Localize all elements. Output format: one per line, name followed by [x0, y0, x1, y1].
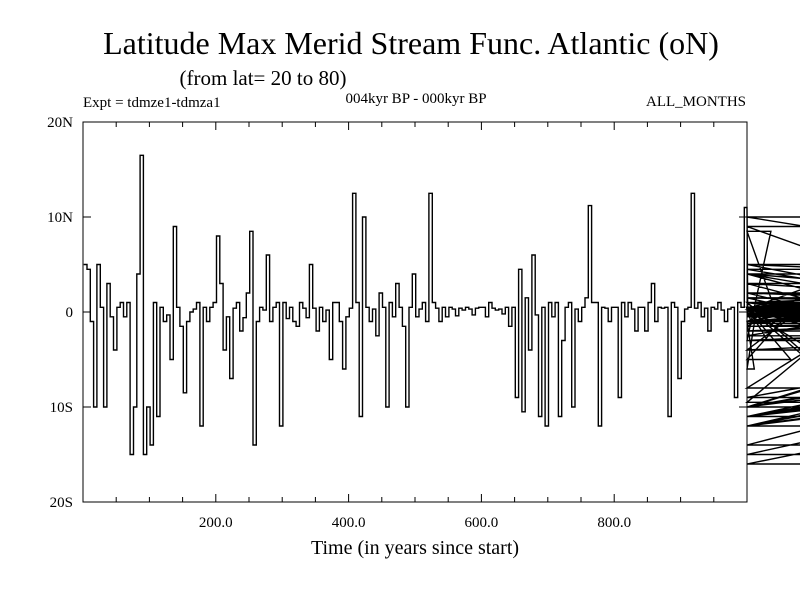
y-axis-ticks: 20N 10N 0 10S 20S: [47, 115, 747, 511]
y-tick-label: 20S: [50, 495, 73, 511]
plot-frame: [82, 121, 748, 503]
chart-subtitle: (from lat= 20 to 80): [180, 66, 347, 90]
series-line: [83, 154, 800, 465]
y-tick-label: 10N: [47, 210, 73, 226]
x-tick-label: 400.0: [332, 515, 366, 531]
x-tick-label: 600.0: [465, 515, 499, 531]
period-label: 004kyr BP - 000kyr BP: [345, 91, 486, 107]
y-tick-label: 10S: [50, 400, 73, 416]
series-layer: [83, 154, 800, 465]
y-tick-label: 0: [66, 305, 74, 321]
expt-label: Expt = tdmze1-tdmza1: [83, 95, 221, 111]
y-tick-label: 20N: [47, 115, 73, 131]
x-tick-label: 800.0: [597, 515, 631, 531]
x-axis-label: Time (in years since start): [311, 537, 519, 559]
chart-title: Latitude Max Merid Stream Func. Atlantic…: [103, 25, 719, 61]
x-tick-label: 200.0: [199, 515, 233, 531]
x-axis-ticks: 200.0 400.0 600.0 800.0: [115, 122, 715, 531]
months-label: ALL_MONTHS: [646, 94, 746, 110]
